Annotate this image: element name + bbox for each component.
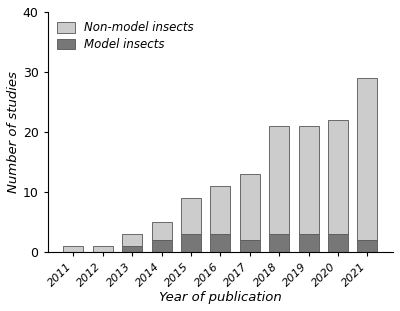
- Y-axis label: Number of studies: Number of studies: [7, 71, 20, 193]
- Bar: [269, 126, 289, 234]
- Bar: [181, 198, 201, 234]
- Bar: [240, 240, 260, 252]
- Bar: [210, 186, 230, 234]
- Bar: [152, 222, 172, 240]
- Bar: [181, 234, 201, 252]
- Bar: [240, 174, 260, 240]
- Bar: [122, 246, 142, 252]
- Bar: [357, 240, 377, 252]
- Bar: [152, 240, 172, 252]
- Bar: [298, 126, 318, 234]
- Legend: Non-model insects, Model insects: Non-model insects, Model insects: [54, 18, 197, 54]
- Bar: [328, 120, 348, 234]
- Bar: [298, 234, 318, 252]
- Bar: [328, 234, 348, 252]
- Bar: [357, 78, 377, 240]
- Bar: [122, 234, 142, 246]
- Bar: [63, 246, 83, 252]
- Bar: [93, 246, 113, 252]
- Bar: [269, 234, 289, 252]
- Bar: [210, 234, 230, 252]
- X-axis label: Year of publication: Year of publication: [159, 291, 282, 304]
